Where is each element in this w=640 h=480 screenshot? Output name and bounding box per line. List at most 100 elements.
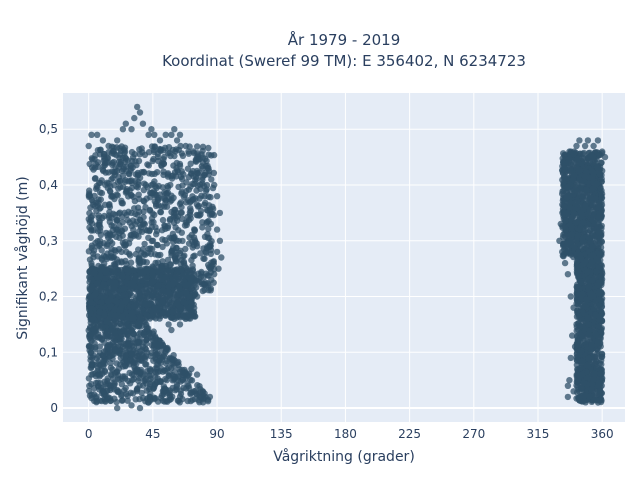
data-point [592,311,599,319]
data-points [85,103,609,412]
data-point [178,188,186,196]
data-point [127,252,134,259]
data-point [159,258,166,265]
data-point [134,169,141,177]
data-point [175,168,182,176]
data-point [170,352,177,359]
data-point [125,193,132,200]
data-point [158,298,166,305]
data-point [90,292,98,299]
data-point [175,291,183,298]
data-point [109,231,116,239]
data-point [197,250,204,257]
data-point [108,176,115,183]
data-point [193,153,201,161]
data-point [111,268,118,275]
data-point [161,189,168,196]
data-point [134,366,141,373]
data-point [213,248,221,256]
data-point [98,366,105,373]
data-point [162,274,169,281]
data-point [91,328,98,336]
data-point [100,348,108,355]
data-point [129,157,136,165]
data-point [583,186,590,194]
data-point [148,293,155,301]
data-point [147,194,154,201]
data-point [177,265,184,273]
data-point [597,273,605,280]
data-point [215,265,222,272]
data-point [571,243,578,251]
data-point [163,268,170,275]
data-point [119,363,127,370]
data-point [127,380,134,387]
data-point [160,168,167,175]
data-point [107,364,115,371]
data-point [136,109,144,116]
data-point [153,379,160,386]
data-point [193,293,201,300]
data-point [86,160,93,168]
data-point [172,257,179,264]
data-point [598,194,605,201]
data-point [129,279,136,287]
data-point [129,390,137,397]
data-point [108,222,115,229]
data-point [196,212,203,219]
data-point [206,234,213,242]
data-point [88,131,95,138]
data-point [149,245,156,253]
data-point [124,397,131,404]
data-point [91,270,98,277]
data-point [86,343,94,350]
data-point [152,351,159,359]
data-point [584,314,591,321]
data-point [575,395,582,402]
data-point [128,148,136,156]
data-point [147,367,154,375]
data-point [188,298,195,306]
data-point [106,353,113,360]
data-point [92,379,100,387]
data-point [145,385,153,393]
data-point [598,159,605,166]
data-point [171,315,178,322]
data-point [170,290,177,297]
data-point [184,397,191,405]
data-point [97,231,105,239]
data-point [580,219,587,226]
data-point [561,203,568,211]
data-point [589,185,596,193]
data-point [114,404,121,412]
data-point [120,285,128,292]
data-point [185,310,192,317]
data-point [158,203,165,210]
data-point [188,256,195,264]
data-point [199,388,206,395]
data-point [136,266,144,274]
data-point [589,201,596,208]
data-point [159,184,166,191]
data-point [152,369,160,376]
data-point [193,201,201,208]
data-point [97,287,105,295]
x-tick-label: 0 [85,427,93,441]
x-tick-label: 225 [398,427,421,441]
data-point [569,332,576,339]
data-point [88,242,96,249]
data-point [103,242,110,250]
data-point [137,287,145,295]
data-point [216,237,224,244]
data-point [96,386,103,393]
data-point [179,182,186,189]
data-point [94,131,101,138]
data-point [168,131,175,138]
data-point [165,296,172,304]
data-point [564,382,572,389]
data-point [592,195,599,202]
data-point [570,388,577,395]
data-point [601,153,609,161]
data-point [140,208,147,215]
data-point [180,299,187,306]
